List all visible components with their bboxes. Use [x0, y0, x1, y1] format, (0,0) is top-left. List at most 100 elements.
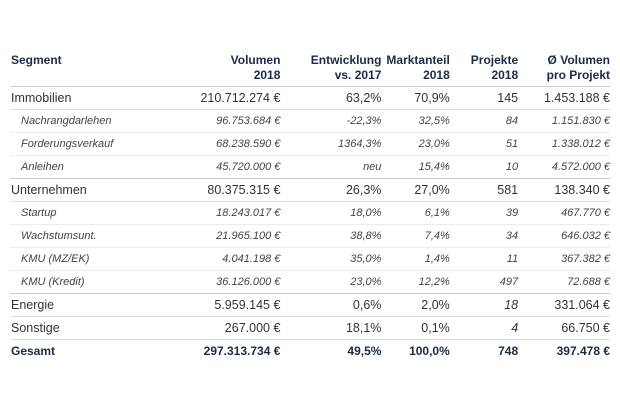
header-avg-line1: Ø Volumen [547, 53, 610, 67]
table-row-sonstige: Sonstige 267.000 € 18,1% 0,1% 4 66.750 € [10, 316, 610, 340]
cell-projekte: 748 [498, 344, 519, 358]
cell-volumen: 96.753.684 € [183, 109, 281, 133]
cell-volumen: 36.126.000 € [183, 270, 281, 294]
cell-marktanteil: 12,2% [381, 270, 450, 294]
cell-avg-volumen: 331.064 € [518, 293, 610, 317]
cell-marktanteil: 1,4% [381, 247, 450, 271]
cell-projekte: 84 [449, 109, 519, 133]
cell-volumen: 21.965.100 € [183, 224, 281, 248]
cell-segment: Anleihen [10, 155, 184, 179]
header-entwicklung-line2: vs. 2017 [334, 68, 382, 82]
cell-segment: Energie [10, 293, 184, 317]
cell-entwicklung: 63,2% [280, 86, 382, 110]
cell-segment: Nachrangdarlehen [10, 109, 184, 133]
header-marktanteil-line2: 2018 [423, 68, 450, 82]
cell-projekte: 11 [449, 247, 519, 271]
table-row-wachstumsunt: Wachstumsunt. 21.965.100 € 38,8% 7,4% 34… [10, 224, 610, 248]
cell-marktanteil: 32,5% [381, 109, 450, 133]
cell-projekte: 18 [449, 293, 519, 317]
header-marktanteil: Marktanteil 2018 [381, 51, 450, 87]
cell-marktanteil: 15,4% [381, 155, 450, 179]
header-avg-volumen: Ø Volumen pro Projekt [518, 51, 610, 87]
table-row-nachrangdarlehen: Nachrangdarlehen 96.753.684 € -22,3% 32,… [10, 109, 610, 133]
cell-projekte: 4 [449, 316, 519, 340]
header-segment-label: Segment [11, 53, 62, 67]
cell-segment: Unternehmen [10, 178, 184, 202]
cell-entwicklung: 49,5% [347, 344, 382, 358]
cell-entwicklung: 0,6% [280, 293, 382, 317]
cell-volumen: 297.313.734 € [203, 344, 281, 358]
cell-avg-volumen: 646.032 € [518, 224, 610, 248]
table-row-gesamt: Gesamt 297.313.734 € 49,5% 100,0% 748 39… [10, 340, 610, 363]
cell-entwicklung: -22,3% [280, 109, 382, 133]
cell-marktanteil: 70,9% [381, 86, 450, 110]
cell-projekte: 10 [449, 155, 519, 179]
header-row: Segment Volumen 2018 Entwicklung vs. 2017 … [10, 51, 610, 87]
cell-entwicklung: 23,0% [280, 270, 382, 294]
cell-avg-volumen: 138.340 € [518, 178, 610, 202]
table-row-startup: Startup 18.243.017 € 18,0% 6,1% 39 467.7… [10, 201, 610, 225]
cell-avg-volumen: 1.338.012 € [518, 132, 610, 156]
cell-projekte: 34 [449, 224, 519, 248]
cell-avg-volumen: 66.750 € [518, 316, 610, 340]
cell-marktanteil: 27,0% [381, 178, 450, 202]
header-marktanteil-line1: Marktanteil [386, 53, 450, 67]
table-row-kmu-kredit: KMU (Kredit) 36.126.000 € 23,0% 12,2% 49… [10, 270, 610, 294]
cell-segment: Wachstumsunt. [10, 224, 184, 248]
header-volumen-line2: 2018 [253, 68, 281, 82]
header-segment: Segment [10, 51, 184, 87]
cell-volumen: 18.243.017 € [183, 201, 281, 225]
cell-volumen: 68.238.590 € [183, 132, 281, 156]
cell-segment: Sonstige [10, 316, 184, 340]
cell-marktanteil: 100,0% [409, 344, 450, 358]
cell-entwicklung: 26,3% [280, 178, 382, 202]
cell-marktanteil: 23,0% [381, 132, 450, 156]
cell-marktanteil: 7,4% [381, 224, 450, 248]
table-row-energie: Energie 5.959.145 € 0,6% 2,0% 18 331.064… [10, 293, 610, 317]
table-row-immobilien: Immobilien 210.712.274 € 63,2% 70,9% 145… [10, 86, 610, 110]
cell-avg-volumen: 367.382 € [518, 247, 610, 271]
cell-segment: Forderungsverkauf [10, 132, 184, 156]
cell-volumen: 5.959.145 € [183, 293, 281, 317]
cell-entwicklung: neu [280, 155, 382, 179]
cell-projekte: 51 [449, 132, 519, 156]
cell-avg-volumen: 4.572.000 € [518, 155, 610, 179]
table-row-forderungsverkauf: Forderungsverkauf 68.238.590 € 1364,3% 2… [10, 132, 610, 156]
cell-entwicklung: 18,1% [280, 316, 382, 340]
cell-segment: Immobilien [10, 86, 184, 110]
cell-marktanteil: 2,0% [381, 293, 450, 317]
cell-avg-volumen: 397.478 € [556, 344, 610, 358]
cell-volumen: 4.041.198 € [183, 247, 281, 271]
cell-avg-volumen: 1.453.188 € [518, 86, 610, 110]
cell-projekte: 497 [449, 270, 519, 294]
cell-segment: KMU (MZ/EK) [10, 247, 184, 271]
cell-volumen: 210.712.274 € [183, 86, 281, 110]
table-row-unternehmen: Unternehmen 80.375.315 € 26,3% 27,0% 581… [10, 178, 610, 202]
header-entwicklung: Entwicklung vs. 2017 [280, 51, 382, 87]
cell-volumen: 80.375.315 € [183, 178, 281, 202]
cell-projekte: 145 [449, 86, 519, 110]
header-projekte-line1: Projekte [470, 53, 519, 67]
cell-volumen: 45.720.000 € [183, 155, 281, 179]
segment-table-container: Segment Volumen 2018 Entwicklung vs. 2017 … [10, 51, 610, 362]
cell-entwicklung: 38,8% [280, 224, 382, 248]
header-volumen-line1: Volumen [230, 53, 281, 67]
cell-marktanteil: 6,1% [381, 201, 450, 225]
cell-projekte: 39 [449, 201, 519, 225]
cell-marktanteil: 0,1% [381, 316, 450, 340]
segment-table: Segment Volumen 2018 Entwicklung vs. 2017 … [10, 51, 610, 362]
cell-segment: Startup [10, 201, 184, 225]
table-row-anleihen: Anleihen 45.720.000 € neu 15,4% 10 4.572… [10, 155, 610, 179]
header-entwicklung-line1: Entwicklung [310, 53, 382, 67]
cell-entwicklung: 35,0% [280, 247, 382, 271]
header-volumen: Volumen 2018 [183, 51, 281, 87]
cell-avg-volumen: 467.770 € [518, 201, 610, 225]
cell-avg-volumen: 1.151.830 € [518, 109, 610, 133]
header-avg-line2: pro Projekt [546, 68, 610, 82]
cell-segment: KMU (Kredit) [10, 270, 184, 294]
header-projekte-line2: 2018 [491, 68, 519, 82]
cell-entwicklung: 1364,3% [280, 132, 382, 156]
cell-projekte: 581 [449, 178, 519, 202]
cell-avg-volumen: 72.688 € [518, 270, 610, 294]
table-row-kmu-mz-ek: KMU (MZ/EK) 4.041.198 € 35,0% 1,4% 11 36… [10, 247, 610, 271]
